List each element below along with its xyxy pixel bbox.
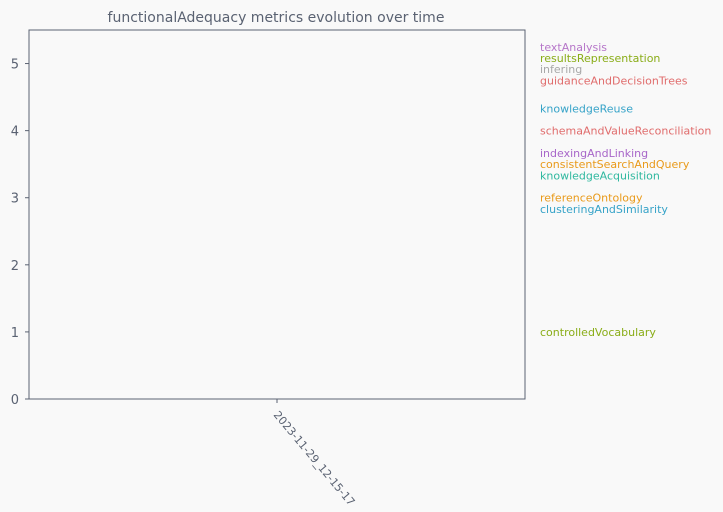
series-label: consistentSearchAndQuery — [540, 158, 690, 171]
series-label: knowledgeAcquisition — [540, 170, 660, 183]
x-axis: 2023-11-29_12-15-17 — [271, 399, 358, 509]
series-labels: textAnalysisresultsRepresentationinferin… — [540, 41, 711, 339]
series-label: guidanceAndDecisionTrees — [540, 74, 688, 87]
series-label: schemaAndValueReconciliation — [540, 125, 711, 138]
y-tick-label: 0 — [11, 393, 19, 408]
x-tick-label: 2023-11-29_12-15-17 — [271, 409, 358, 509]
y-tick-label: 1 — [11, 326, 19, 341]
y-tick-label: 5 — [11, 58, 19, 73]
chart-title: functionalAdequacy metrics evolution ove… — [108, 10, 445, 26]
series-label: knowledgeReuse — [540, 102, 633, 115]
series-label: resultsRepresentation — [540, 52, 660, 65]
series-label: infering — [540, 63, 582, 76]
y-tick-label: 3 — [11, 192, 19, 207]
y-axis: 0 1 2 3 4 5 — [11, 58, 29, 408]
series-label: textAnalysis — [540, 41, 607, 54]
y-tick-label: 4 — [11, 125, 19, 140]
series-label: controlledVocabulary — [540, 326, 656, 339]
series-label: clusteringAndSimilarity — [540, 203, 668, 216]
y-tick-label: 2 — [11, 259, 19, 274]
plot-frame — [28, 29, 526, 400]
series-label: referenceOntology — [540, 192, 643, 205]
series-label: indexingAndLinking — [540, 147, 648, 160]
